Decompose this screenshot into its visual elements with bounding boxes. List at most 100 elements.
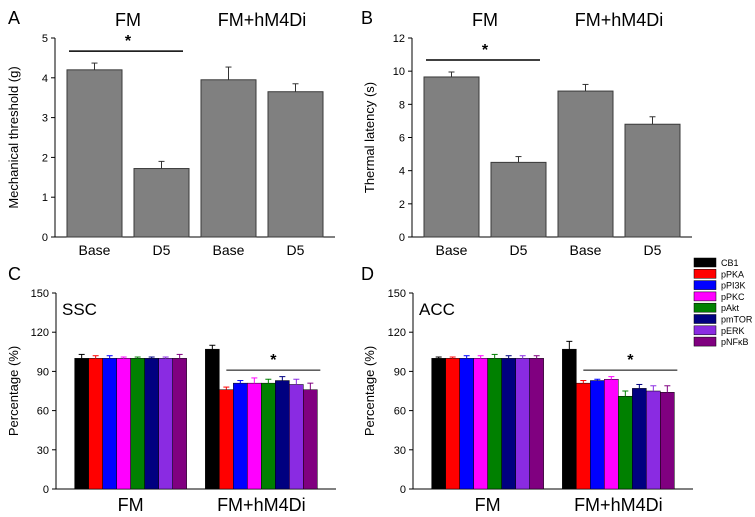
legend-label: pERK	[721, 326, 745, 336]
y-axis-label: Percentage (%)	[362, 346, 377, 436]
bar	[646, 390, 661, 490]
bar	[172, 358, 187, 490]
y-axis-label: Mechanical threshold (g)	[6, 66, 21, 208]
y-tick-label: 30	[37, 445, 49, 457]
panel-a: A 0 1 2 3 4 5 Mechanical threshold (g) Base D5 Bas…	[6, 8, 335, 258]
bar	[102, 358, 117, 490]
x-tick-label: Base	[436, 242, 468, 258]
bar	[303, 389, 318, 490]
legend-swatch	[693, 291, 717, 302]
y-tick-label: 12	[393, 33, 405, 45]
bar	[144, 358, 159, 490]
significance-star: *	[125, 33, 132, 50]
bar	[490, 161, 547, 238]
legend-label: pNFκB	[721, 337, 749, 347]
y-tick-label: 60	[37, 406, 49, 418]
y-tick-label: 120	[388, 327, 406, 339]
x-tick-label: D5	[510, 242, 528, 258]
y-tick-label: 2	[42, 152, 48, 164]
bar	[515, 358, 530, 490]
group-label: FM+hM4Di	[575, 10, 664, 30]
bar	[624, 123, 681, 238]
bar	[130, 358, 145, 490]
bar	[133, 168, 190, 238]
legend-label: pPKC	[721, 292, 745, 302]
bar	[459, 358, 474, 490]
bar	[200, 79, 257, 238]
y-tick-label: 60	[394, 406, 406, 418]
bar	[590, 380, 605, 490]
bar	[233, 382, 248, 490]
panel-label: A	[8, 8, 20, 28]
bar	[66, 69, 123, 238]
panel-b: B 0 2 4 6 8 10 12 Thermal latency (s) Base D5 Base D…	[361, 8, 692, 258]
panel-inset-label: SSC	[62, 300, 97, 319]
bar	[261, 382, 276, 490]
y-tick-label: 0	[399, 232, 405, 244]
bar	[219, 389, 234, 490]
bar	[473, 358, 488, 490]
bar	[275, 380, 290, 490]
group-label: FM	[115, 10, 141, 30]
y-tick-label: 3	[42, 113, 48, 125]
bar	[247, 382, 262, 490]
bar	[562, 348, 577, 490]
bar	[501, 358, 516, 490]
x-tick-label: FM+hM4Di	[217, 495, 306, 515]
y-axis-label: Thermal latency (s)	[362, 82, 377, 193]
y-tick-label: 0	[43, 484, 49, 496]
x-tick-label: FM	[475, 495, 501, 515]
bar	[557, 90, 614, 238]
y-tick-label: 150	[388, 288, 406, 300]
y-tick-label: 8	[399, 99, 405, 111]
panel-inset-label: ACC	[419, 300, 455, 319]
significance-star: *	[627, 352, 634, 369]
legend-swatch	[693, 280, 717, 290]
y-tick-label: 0	[400, 484, 406, 496]
bar	[74, 358, 89, 490]
x-tick-label: FM+hM4Di	[574, 495, 663, 515]
bar	[487, 358, 502, 490]
bar	[529, 358, 544, 490]
y-tick-label: 10	[393, 66, 405, 78]
legend-swatch	[693, 336, 717, 347]
legend-swatch	[693, 269, 717, 279]
legend-swatch	[693, 325, 717, 336]
panel-label: C	[8, 264, 21, 284]
bar	[205, 348, 220, 490]
group-label: FM+hM4Di	[218, 10, 307, 30]
y-tick-label: 0	[42, 232, 48, 244]
y-tick-label: 4	[42, 73, 48, 85]
bar	[604, 378, 619, 490]
bar	[88, 358, 103, 490]
panel-label: D	[361, 264, 374, 284]
bar	[267, 91, 324, 238]
y-axis-label: Percentage (%)	[6, 346, 21, 436]
legend-swatch	[693, 302, 717, 313]
y-tick-label: 90	[37, 366, 49, 378]
bar	[632, 388, 647, 490]
x-tick-label: D5	[153, 242, 171, 258]
panel-c: C 0 30 60 90 120 150 Percentage (%) SSC FM FM+hM4D…	[6, 264, 336, 515]
y-tick-label: 6	[399, 133, 405, 145]
y-tick-label: 30	[394, 445, 406, 457]
bar	[158, 358, 173, 490]
group-label: FM	[472, 10, 498, 30]
y-tick-label: 4	[399, 166, 405, 178]
y-tick-label: 120	[31, 327, 49, 339]
bar	[618, 395, 633, 490]
x-tick-label: Base	[213, 242, 245, 258]
bar	[660, 392, 675, 490]
panel-label: B	[361, 8, 373, 28]
legend-label: pPKA	[721, 269, 744, 279]
y-tick-label: 2	[399, 199, 405, 211]
legend-label: CB1	[721, 258, 739, 268]
bar	[576, 382, 591, 490]
bar	[116, 358, 131, 490]
y-tick-label: 5	[42, 33, 48, 45]
x-tick-label: Base	[570, 242, 602, 258]
legend-swatch	[693, 314, 717, 324]
y-tick-label: 150	[31, 288, 49, 300]
